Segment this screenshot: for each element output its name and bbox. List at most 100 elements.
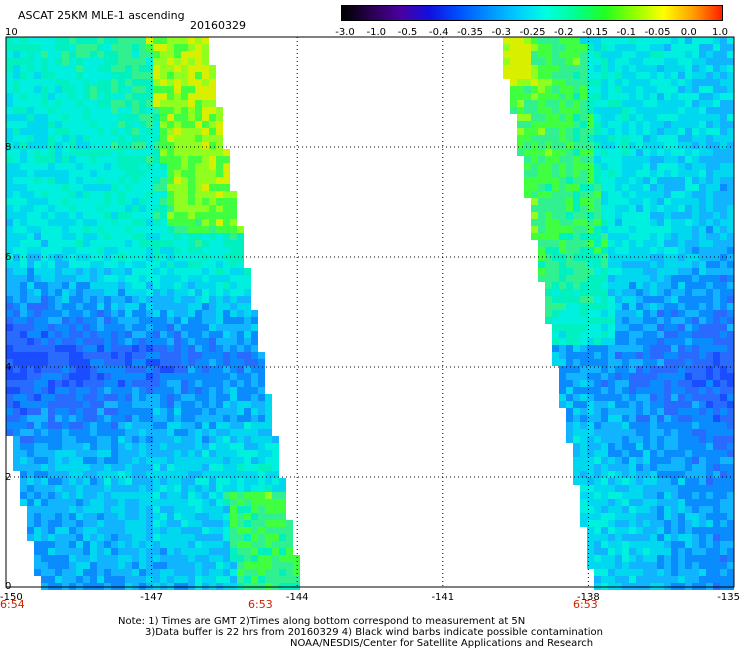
swath-cell	[559, 247, 566, 254]
swath-cell	[699, 205, 706, 212]
swath-cell	[706, 541, 713, 548]
swath-cell	[636, 415, 643, 422]
swath-cell	[678, 240, 685, 247]
swath-cell	[118, 345, 125, 352]
swath-cell	[237, 408, 244, 415]
swath-cell	[650, 135, 657, 142]
swath-cell	[153, 352, 160, 359]
swath-cell	[83, 359, 90, 366]
swath-cell	[146, 373, 153, 380]
swath-cell	[34, 485, 41, 492]
swath-cell	[713, 345, 720, 352]
swath-cell	[125, 541, 132, 548]
swath-cell	[545, 282, 552, 289]
swath-cell	[48, 128, 55, 135]
swath-cell	[174, 394, 181, 401]
swath-cell	[713, 527, 720, 534]
swath-cell	[48, 296, 55, 303]
swath-cell	[601, 492, 608, 499]
swath-cell	[223, 268, 230, 275]
swath-cell	[622, 65, 629, 72]
swath-cell	[83, 93, 90, 100]
swath-cell	[146, 184, 153, 191]
swath-cell	[720, 142, 727, 149]
swath-cell	[594, 548, 601, 555]
swath-cell	[615, 184, 622, 191]
swath-cell	[573, 72, 580, 79]
swath-cell	[160, 156, 167, 163]
swath-cell	[160, 93, 167, 100]
swath-cell	[664, 562, 671, 569]
swath-cell	[202, 310, 209, 317]
swath-cell	[230, 282, 237, 289]
swath-cell	[594, 205, 601, 212]
swath-cell	[685, 310, 692, 317]
swath-cell	[573, 247, 580, 254]
swath-cell	[636, 401, 643, 408]
swath-cell	[531, 177, 538, 184]
swath-cell	[41, 86, 48, 93]
swath-cell	[209, 303, 216, 310]
swath-cell	[153, 86, 160, 93]
swath-cell	[146, 58, 153, 65]
swath-cell	[76, 261, 83, 268]
swath-cell	[230, 415, 237, 422]
swath-cell	[76, 569, 83, 576]
swath-cell	[146, 149, 153, 156]
swath-cell	[90, 261, 97, 268]
swath-cell	[174, 338, 181, 345]
swath-cell	[48, 576, 55, 583]
swath-cell	[6, 429, 13, 436]
swath-cell	[580, 79, 587, 86]
swath-cell	[83, 177, 90, 184]
swath-cell	[608, 191, 615, 198]
swath-cell	[20, 310, 27, 317]
swath-cell	[69, 142, 76, 149]
swath-cell	[594, 443, 601, 450]
swath-cell	[699, 107, 706, 114]
swath-cell	[251, 513, 258, 520]
swath-cell	[209, 485, 216, 492]
swath-cell	[552, 156, 559, 163]
swath-cell	[664, 303, 671, 310]
swath-cell	[90, 450, 97, 457]
swath-cell	[594, 219, 601, 226]
swath-cell	[608, 233, 615, 240]
swath-cell	[230, 464, 237, 471]
swath-cell	[601, 296, 608, 303]
swath-cell	[629, 93, 636, 100]
swath-cell	[76, 331, 83, 338]
swath-cell	[83, 191, 90, 198]
swath-cell	[27, 485, 34, 492]
swath-cell	[160, 422, 167, 429]
swath-cell	[139, 275, 146, 282]
swath-cell	[692, 352, 699, 359]
swath-cell	[146, 163, 153, 170]
swath-cell	[195, 457, 202, 464]
swath-cell	[678, 408, 685, 415]
swath-cell	[195, 338, 202, 345]
swath-cell	[580, 331, 587, 338]
swath-cell	[132, 317, 139, 324]
swath-cell	[671, 149, 678, 156]
swath-cell	[244, 576, 251, 583]
swath-cell	[692, 422, 699, 429]
swath-cell	[97, 345, 104, 352]
swath-cell	[188, 478, 195, 485]
swath-cell	[699, 492, 706, 499]
swath-cell	[706, 114, 713, 121]
swath-cell	[132, 450, 139, 457]
swath-cell	[20, 338, 27, 345]
swath-cell	[531, 107, 538, 114]
swath-cell	[629, 576, 636, 583]
swath-cell	[727, 324, 734, 331]
swath-cell	[62, 576, 69, 583]
swath-cell	[237, 555, 244, 562]
swath-cell	[566, 254, 573, 261]
swath-cell	[139, 366, 146, 373]
swath-cell	[202, 380, 209, 387]
longitude-tick-label: -147	[140, 592, 163, 603]
swath-cell	[97, 569, 104, 576]
swath-cell	[76, 282, 83, 289]
swath-cell	[251, 373, 258, 380]
